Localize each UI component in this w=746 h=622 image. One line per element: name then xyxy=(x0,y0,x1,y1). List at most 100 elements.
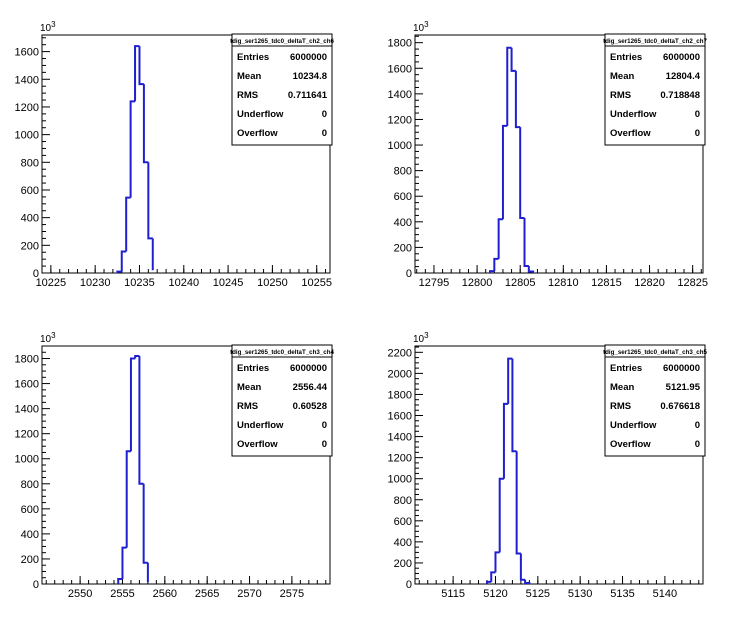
y-tick-label: 2200 xyxy=(388,347,412,359)
stats-box-frame xyxy=(231,33,333,146)
histogram-bin xyxy=(497,218,503,259)
stats-label: Overflow xyxy=(237,439,278,450)
stats-label: Mean xyxy=(610,382,634,393)
stats-label: RMS xyxy=(237,90,258,101)
histogram-series xyxy=(116,45,154,273)
multiplier-exponent: 3 xyxy=(424,20,429,29)
histogram-bin xyxy=(138,356,144,485)
x-tick-label: 10235 xyxy=(124,277,155,289)
histogram-title: tdig_ser1265_tdc0_deltaT_ch3_ch4 xyxy=(230,349,334,356)
x-tick-label: 10255 xyxy=(301,277,332,289)
y-tick-label: 1000 xyxy=(15,454,39,466)
histogram-bin xyxy=(125,450,131,548)
x-tick-label: 12825 xyxy=(677,277,708,289)
histogram-bin xyxy=(501,124,508,220)
y-tick-label: 1200 xyxy=(15,102,39,114)
stats-value: 0 xyxy=(322,439,327,450)
x-tick-label: 10245 xyxy=(213,277,244,289)
histogram-bin xyxy=(486,580,492,584)
histogram-bin xyxy=(507,357,513,404)
y-axis-multiplier: 103 xyxy=(40,331,56,345)
histogram-bin xyxy=(502,402,509,479)
histogram-bin xyxy=(527,265,535,273)
histogram-bin xyxy=(506,46,512,126)
histogram-bin xyxy=(498,477,504,553)
x-tick-label: 10240 xyxy=(168,277,199,289)
stats-label: Underflow xyxy=(610,109,657,120)
y-tick-label: 1200 xyxy=(388,114,412,126)
y-tick-label: 1200 xyxy=(388,453,412,465)
histogram-title: tdig_ser1265_tdc0_deltaT_ch2_ch6 xyxy=(230,38,334,45)
y-tick-label: 1800 xyxy=(15,354,39,366)
stats-value: 2556.44 xyxy=(293,382,328,393)
y-tick-label: 800 xyxy=(21,157,39,169)
x-tick-label: 12795 xyxy=(419,277,450,289)
histogram-bin xyxy=(494,551,500,573)
histogram-bin xyxy=(142,84,149,164)
histogram-bin xyxy=(121,546,127,579)
histogram-bin xyxy=(510,47,516,72)
y-tick-label: 1600 xyxy=(388,411,412,423)
x-tick-label: 2570 xyxy=(237,588,261,600)
stats-value: 6000000 xyxy=(290,363,327,374)
y-tick-label: 400 xyxy=(394,217,412,229)
histogram-bin xyxy=(125,196,131,252)
y-tick-label: 1200 xyxy=(15,429,39,441)
stats-box-frame xyxy=(231,344,333,457)
stats-value: 6000000 xyxy=(290,52,327,63)
x-tick-label: 2575 xyxy=(280,588,304,600)
x-tick-label: 5135 xyxy=(610,588,634,600)
stats-label: Overflow xyxy=(237,128,278,139)
x-tick-label: 5120 xyxy=(483,588,507,600)
y-tick-label: 1400 xyxy=(15,74,39,86)
y-tick-label: 800 xyxy=(21,479,39,491)
stats-label: Overflow xyxy=(610,439,651,450)
x-tick-label: 10225 xyxy=(36,277,67,289)
histogram-title: tdig_ser1265_tdc0_deltaT_ch3_ch5 xyxy=(603,349,707,356)
y-tick-label: 600 xyxy=(21,185,39,197)
y-tick-label: 1800 xyxy=(388,38,412,50)
stats-label: RMS xyxy=(237,401,258,412)
stats-box: tdig_ser1265_tdc0_deltaT_ch3_ch5 Entries 6… xyxy=(603,344,707,457)
y-tick-label: 1000 xyxy=(388,474,412,486)
x-tick-label: 12800 xyxy=(462,277,493,289)
multiplier-exponent: 3 xyxy=(51,331,56,340)
stats-label: Mean xyxy=(237,71,261,82)
y-axis-multiplier: 103 xyxy=(413,20,429,34)
x-tick-label: 2560 xyxy=(153,588,177,600)
stats-label: Mean xyxy=(237,382,261,393)
stats-box-frame xyxy=(604,344,706,457)
y-axis-multiplier: 103 xyxy=(40,20,56,34)
y-axis-multiplier: 103 xyxy=(413,331,429,345)
stats-label: Underflow xyxy=(610,420,657,431)
stats-value: 6000000 xyxy=(663,363,700,374)
stats-label: RMS xyxy=(610,90,631,101)
histogram-bin xyxy=(490,571,496,582)
stats-label: Underflow xyxy=(237,420,284,431)
histogram-bin xyxy=(489,270,495,273)
stats-label: Entries xyxy=(610,52,642,63)
x-tick-label: 5140 xyxy=(653,588,677,600)
stats-value: 0.60528 xyxy=(293,401,327,412)
y-tick-label: 200 xyxy=(21,554,39,566)
stats-value: 5121.95 xyxy=(666,382,701,393)
histogram-bin xyxy=(129,100,136,198)
y-tick-label: 0 xyxy=(33,579,39,591)
y-tick-label: 600 xyxy=(394,516,412,528)
y-tick-label: 2000 xyxy=(388,368,412,380)
histogram-bin xyxy=(120,250,127,272)
x-tick-label: 2550 xyxy=(68,588,92,600)
x-tick-label: 12805 xyxy=(505,277,536,289)
stats-label: Entries xyxy=(237,52,269,63)
stats-value: 0.711641 xyxy=(288,90,328,101)
stats-box-frame xyxy=(604,33,706,146)
stats-label: Entries xyxy=(610,363,642,374)
y-tick-label: 200 xyxy=(394,558,412,570)
plot-frame xyxy=(414,34,704,274)
x-tick-label: 5130 xyxy=(568,588,592,600)
y-tick-label: 0 xyxy=(406,268,412,280)
y-tick-label: 200 xyxy=(21,240,39,252)
